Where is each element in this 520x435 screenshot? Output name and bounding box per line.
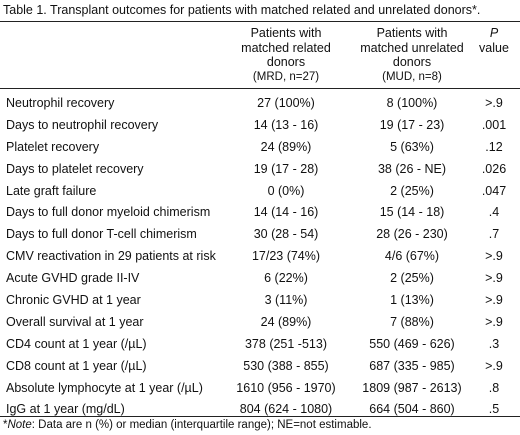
- mud-value: 664 (504 - 860): [369, 402, 455, 417]
- p-value: .8: [488, 380, 500, 395]
- footnote-note-label: Note: [7, 419, 32, 431]
- row-label: Absolute lymphocyte at 1 year (/µL): [6, 380, 203, 395]
- mrd-value: 27 (100%): [257, 96, 315, 110]
- p-value: .5: [488, 402, 500, 417]
- table-row: Platelet recovery 24 (89%) 5 (63%) .12: [0, 137, 520, 159]
- table-row: Chronic GVHD at 1 year 3 (11%) 1 (13%) >…: [0, 290, 520, 312]
- p-value: .7: [488, 227, 500, 242]
- p-value: >.9: [485, 271, 503, 286]
- row-label: Days to platelet recovery: [6, 161, 144, 176]
- column-header-mud-line-1: Patients with: [376, 26, 448, 40]
- mrd-value: 30 (28 - 54): [253, 227, 319, 242]
- mrd-value: 14 (14 - 16): [253, 205, 319, 220]
- column-header-mud-line-2: matched unrelated: [360, 40, 464, 55]
- mrd-value: 804 (624 - 1080): [239, 402, 333, 417]
- row-label: Days to neutrophil recovery: [6, 117, 159, 132]
- mud-value: 15 (14 - 18): [379, 205, 445, 220]
- table-row: Days to full donor T-cell chimerism 30 (…: [0, 224, 520, 246]
- mud-value: 7 (88%): [390, 314, 434, 329]
- mrd-value: 24 (89%): [260, 314, 312, 329]
- row-label: Neutrophil recovery: [6, 96, 115, 110]
- mrd-value: 378 (251 -513): [244, 336, 327, 351]
- column-header-mud-line-4: (MUD, n=8): [382, 70, 442, 83]
- row-label: IgG at 1 year (mg/dL): [6, 402, 125, 417]
- row-label: Chronic GVHD at 1 year: [6, 293, 141, 308]
- row-label: CD4 count at 1 year (/µL): [6, 336, 147, 351]
- mud-value: 28 (26 - 230): [376, 227, 448, 242]
- mud-value: 550 (469 - 626): [369, 336, 455, 351]
- column-header-mrd-line-2: matched related: [241, 40, 331, 55]
- mrd-value: 0 (0%): [267, 183, 305, 198]
- column-header-p-line-1: P: [489, 26, 499, 40]
- column-header-mrd-line-1: Patients with: [250, 26, 322, 40]
- table-row: CMV reactivation in 29 patients at risk …: [0, 246, 520, 268]
- mrd-value: 19 (17 - 28): [253, 161, 319, 176]
- column-header-p-line-2: value: [479, 40, 509, 55]
- mud-value: 2 (25%): [390, 271, 434, 286]
- mud-value: 38 (26 - NE): [377, 161, 447, 176]
- row-label: Late graft failure: [6, 183, 97, 198]
- mrd-value: 24 (89%): [260, 139, 312, 154]
- mrd-value: 6 (22%): [264, 271, 308, 286]
- p-value: .026: [481, 161, 507, 176]
- mrd-value: 14 (13 - 16): [253, 117, 319, 132]
- mud-value: 8 (100%): [386, 96, 438, 110]
- footnote-marker: *: [3, 419, 8, 431]
- p-value: .4: [488, 205, 500, 220]
- table-row: Absolute lymphocyte at 1 year (/µL) 1610…: [0, 378, 520, 400]
- table-row: Days to platelet recovery 19 (17 - 28) 3…: [0, 159, 520, 181]
- table-row: CD8 count at 1 year (/µL) 530 (388 - 855…: [0, 356, 520, 378]
- mud-value: 5 (63%): [390, 139, 434, 154]
- row-label: Overall survival at 1 year: [6, 314, 144, 329]
- p-value: >.9: [485, 96, 503, 110]
- column-header-mrd: Patients with matched related donors (MR…: [222, 26, 350, 84]
- mud-value: 1 (13%): [390, 293, 434, 308]
- table-row: Acute GVHD grade II-IV 6 (22%) 2 (25%) >…: [0, 268, 520, 290]
- row-label: Days to full donor myeloid chimerism: [6, 205, 211, 220]
- table-row: IgG at 1 year (mg/dL) 804 (624 - 1080) 6…: [0, 399, 520, 421]
- table-row: Days to full donor myeloid chimerism 14 …: [0, 202, 520, 224]
- mrd-value: 3 (11%): [264, 293, 308, 308]
- mrd-value: 530 (388 - 855): [243, 358, 329, 373]
- column-header-mrd-line-3: donors: [266, 55, 306, 69]
- row-label: Days to full donor T-cell chimerism: [6, 227, 197, 242]
- table-caption: Table 1. Transplant outcomes for patient…: [3, 3, 481, 17]
- row-label: CMV reactivation in 29 patients at risk: [6, 249, 216, 264]
- p-value: .001: [481, 117, 507, 132]
- footnote-text: : Data are n (%) or median (interquartil…: [31, 419, 372, 431]
- p-value: >.9: [485, 293, 503, 308]
- mud-value: 2 (25%): [390, 183, 434, 198]
- p-value: >.9: [485, 358, 503, 373]
- mrd-value: 1610 (956 - 1970): [236, 380, 336, 395]
- table-header-rule: [0, 88, 520, 89]
- column-header-p-value: P value: [474, 26, 514, 55]
- row-label: CD8 count at 1 year (/µL): [6, 358, 147, 373]
- mud-value: 1809 (987 - 2613): [362, 380, 462, 395]
- table-footnote: *Note: Data are n (%) or median (interqu…: [3, 418, 372, 433]
- p-value: >.9: [485, 314, 503, 329]
- table-body: Neutrophil recovery 27 (100%) 8 (100%) >…: [0, 93, 520, 421]
- p-value: .3: [488, 336, 500, 351]
- mud-value: 4/6 (67%): [384, 249, 440, 264]
- table-bottom-rule: [0, 416, 520, 417]
- row-label: Acute GVHD grade II-IV: [6, 271, 140, 286]
- row-label: Platelet recovery: [6, 139, 100, 154]
- table-row: Late graft failure 0 (0%) 2 (25%) .047: [0, 181, 520, 203]
- column-header-mud-line-3: donors: [392, 55, 432, 69]
- column-header-mud: Patients with matched unrelated donors (…: [350, 26, 474, 84]
- p-value: >.9: [485, 249, 503, 264]
- p-value: .047: [481, 183, 507, 198]
- table-row: Days to neutrophil recovery 14 (13 - 16)…: [0, 115, 520, 137]
- table-top-rule: [0, 21, 520, 22]
- table-row: CD4 count at 1 year (/µL) 378 (251 -513)…: [0, 334, 520, 356]
- table-row: Overall survival at 1 year 24 (89%) 7 (8…: [0, 312, 520, 334]
- mud-value: 687 (335 - 985): [369, 358, 455, 373]
- p-value: .12: [485, 139, 503, 154]
- mrd-value: 17/23 (74%): [251, 249, 321, 264]
- table-row: Neutrophil recovery 27 (100%) 8 (100%) >…: [0, 93, 520, 115]
- column-header-mrd-line-4: (MRD, n=27): [252, 70, 320, 83]
- mud-value: 19 (17 - 23): [379, 117, 445, 132]
